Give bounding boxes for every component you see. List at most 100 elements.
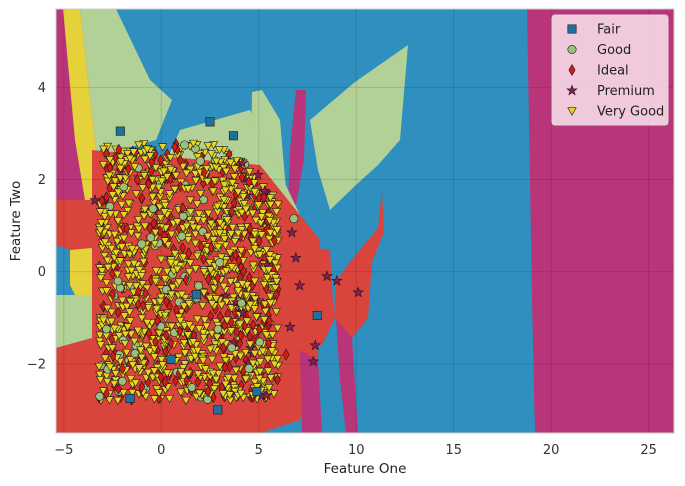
scatter-point-very-good [117,243,127,252]
scatter-point-very-good [216,301,227,310]
scatter-point-very-good [188,139,198,148]
scatter-point-very-good [250,277,260,286]
scatter-point-ideal [162,329,170,341]
scatter-point-good [255,337,264,347]
scatter-point-very-good [178,364,188,373]
scatter-point-very-good [206,266,216,275]
scatter-point-ideal [225,361,233,373]
scatter-point-ideal [207,310,215,322]
scatter-point-very-good [142,145,152,154]
scatter-point-very-good [250,188,260,197]
scatter-point-very-good [200,316,210,325]
scatter-point-very-good [203,232,213,241]
x-tick-label: 15 [445,443,462,458]
scatter-point-very-good [95,208,105,217]
scatter-point-very-good [193,370,203,379]
scatter-point-very-good [254,374,264,384]
scatter-point-very-good [273,355,283,364]
scatter-point-very-good [198,302,208,311]
scatter-point-very-good [201,322,211,331]
legend-marker-premium [566,84,578,96]
scatter-point-very-good [138,184,148,193]
scatter-point-very-good [192,252,202,261]
scatter-point-ideal [172,375,179,387]
scatter-point-very-good [102,287,112,296]
scatter-point-very-good [252,313,262,322]
scatter-point-very-good [110,324,120,333]
region-premium-spike [288,90,306,205]
scatter-point-very-good [199,268,209,277]
scatter-point-very-good [152,305,162,314]
scatter-point-very-good [184,300,194,309]
scatter-point-very-good [272,208,282,217]
scatter-point-ideal [233,326,241,338]
scatter-point-very-good [219,282,229,291]
scatter-point-ideal [167,337,175,350]
legend-marker-good [567,44,577,54]
scatter-point-ideal [123,222,131,235]
scatter-point-very-good [116,153,126,162]
scatter-point-very-good [134,364,144,373]
scatter-point-ideal [103,191,110,203]
scatter-point-ideal [109,288,116,301]
scatter-point-very-good [176,368,186,377]
scatter-point-very-good [226,304,236,313]
data-point-premium [307,355,320,367]
scatter-point-very-good [115,257,125,266]
data-point-fair [191,290,201,300]
scatter-point-very-good [125,308,135,317]
scatter-point-very-good [207,299,217,309]
scatter-point-very-good [102,378,112,387]
scatter-point-very-good [142,284,152,293]
scatter-point-very-good [235,320,245,329]
legend-marker-ideal [568,63,576,77]
scatter-point-very-good [181,396,191,405]
scatter-points [89,117,365,415]
scatter-point-very-good [165,395,175,404]
data-point-premium [309,339,322,351]
scatter-point-very-good [139,171,149,181]
scatter-point-very-good [220,235,230,244]
scatter-point-very-good [248,261,258,270]
scatter-point-very-good [265,194,275,203]
scatter-point-very-good [114,332,124,341]
scatter-point-ideal [152,335,159,348]
scatter-point-very-good [263,367,273,376]
scatter-point-very-good [191,177,201,186]
data-point-premium [284,320,296,332]
scatter-point-very-good [273,200,283,209]
scatter-point-very-good [224,374,234,383]
scatter-point-very-good [251,216,261,225]
scatter-point-ideal [176,154,184,166]
data-point-very-good [166,258,176,268]
scatter-point-ideal [109,350,117,363]
scatter-point-very-good [97,267,107,276]
scatter-point-very-good [250,230,260,239]
scatter-point-very-good [235,352,245,361]
scatter-point-ideal [133,173,141,186]
scatter-point-very-good [185,259,195,268]
scatter-point-very-good [180,360,190,369]
scatter-point-very-good [129,148,139,157]
scatter-point-very-good [211,157,221,166]
scatter-point-very-good [149,367,159,376]
scatter-point-ideal [157,154,165,167]
scatter-point-very-good [257,231,267,240]
scatter-point-very-good [245,300,255,309]
scatter-point-very-good [102,304,112,313]
data-point-ideal [245,175,253,188]
scatter-point-very-good [100,354,110,363]
scatter-point-very-good [162,369,172,378]
scatter-point-very-good [226,229,236,239]
scatter-point-very-good [183,236,193,245]
scatter-point-very-good [259,316,269,325]
scatter-point-very-good [233,188,243,197]
data-point-good [137,239,147,249]
scatter-point-very-good [229,374,239,383]
scatter-point-very-good [272,277,282,287]
scatter-point-very-good [150,228,160,238]
scatter-point-very-good [111,249,121,258]
data-point-good [289,214,299,224]
legend-label-very-good: Very Good [597,105,664,120]
data-point-fair [125,393,135,403]
